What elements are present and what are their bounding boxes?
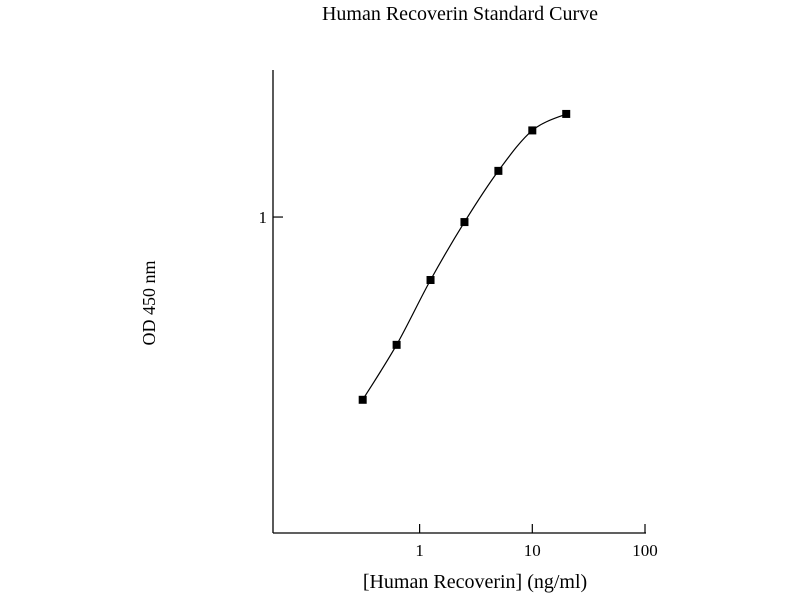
x-axis-label: [Human Recoverin] (ng/ml) <box>363 571 587 593</box>
x-tick-label: 1 <box>415 541 424 560</box>
data-point <box>494 166 503 175</box>
chart-title: Human Recoverin Standard Curve <box>322 3 598 25</box>
y-axis-label: OD 450 nm <box>139 261 159 346</box>
data-point <box>358 395 367 404</box>
data-point <box>460 218 469 227</box>
data-point <box>426 276 435 285</box>
fitted-curve <box>362 113 567 401</box>
x-tick-label: 10 <box>524 541 541 560</box>
data-point <box>528 126 537 135</box>
data-point <box>562 109 571 118</box>
y-tick-label: 1 <box>259 208 268 227</box>
x-tick-label: 100 <box>632 541 658 560</box>
data-point <box>392 340 401 349</box>
